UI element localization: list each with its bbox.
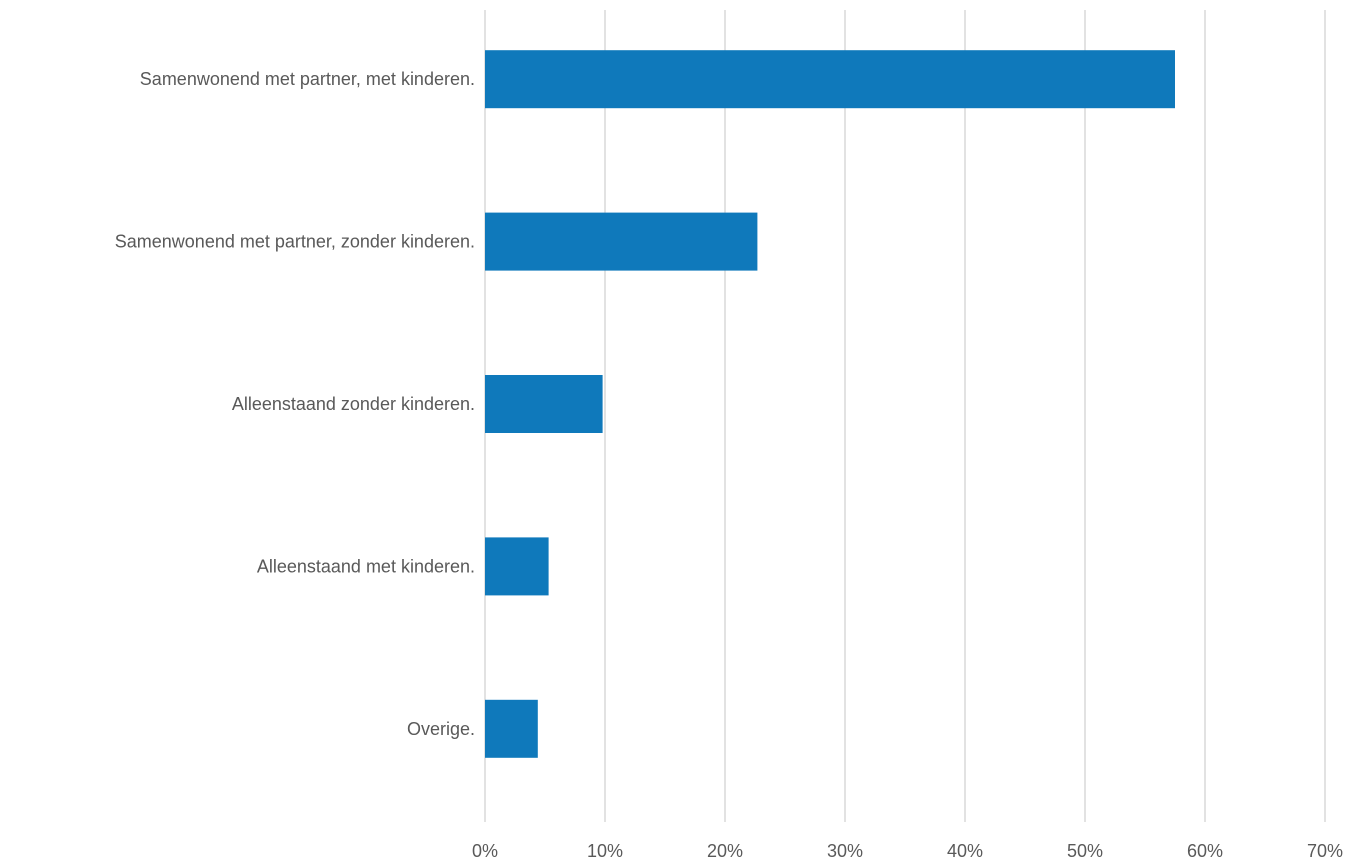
category-label: Alleenstaand zonder kinderen. bbox=[232, 394, 475, 414]
x-tick-label: 40% bbox=[947, 841, 983, 861]
x-tick-label: 60% bbox=[1187, 841, 1223, 861]
bar bbox=[485, 50, 1175, 109]
bar bbox=[485, 537, 549, 596]
gridlines bbox=[484, 10, 1326, 822]
x-tick-label: 10% bbox=[587, 841, 623, 861]
bar bbox=[485, 375, 603, 433]
x-tick-label: 30% bbox=[827, 841, 863, 861]
x-axis-tick-labels: 0% 10% 20% 30% 40% 50% 60% 70% bbox=[472, 841, 1343, 861]
category-label: Samenwonend met partner, zonder kinderen… bbox=[115, 232, 475, 252]
x-tick-label: 0% bbox=[472, 841, 498, 861]
category-label: Overige. bbox=[407, 719, 475, 739]
x-tick-label: 50% bbox=[1067, 841, 1103, 861]
bars bbox=[485, 50, 1175, 758]
bar bbox=[485, 212, 758, 271]
x-tick-label: 70% bbox=[1307, 841, 1343, 861]
category-label: Alleenstaand met kinderen. bbox=[257, 556, 475, 576]
category-label: Samenwonend met partner, met kinderen. bbox=[140, 69, 475, 89]
bar bbox=[485, 699, 538, 758]
category-labels: Samenwonend met partner, met kinderen. Sa… bbox=[115, 69, 475, 739]
x-tick-label: 20% bbox=[707, 841, 743, 861]
